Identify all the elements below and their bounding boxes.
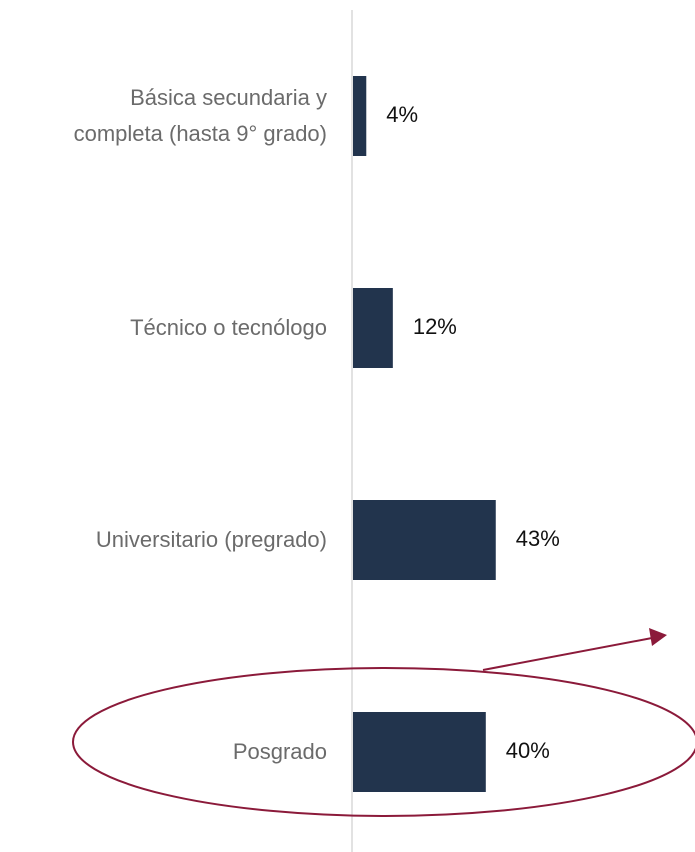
category-label: Técnico o tecnólogo	[130, 315, 327, 340]
value-label: 43%	[516, 526, 560, 551]
bar	[353, 500, 496, 580]
category-label: Universitario (pregrado)	[95, 527, 327, 552]
highlight-ellipse	[72, 667, 695, 817]
category-label: Básica secundaria y completa (hasta 9° g…	[73, 85, 327, 146]
category-label: Posgrado	[232, 739, 327, 764]
value-label: 12%	[413, 314, 457, 339]
annotation-arrow	[482, 637, 653, 671]
value-label: 4%	[386, 102, 418, 127]
bar	[353, 288, 393, 368]
bar	[353, 712, 486, 792]
arrow-head	[649, 628, 667, 646]
value-label: 40%	[506, 738, 550, 763]
bar	[353, 76, 367, 156]
